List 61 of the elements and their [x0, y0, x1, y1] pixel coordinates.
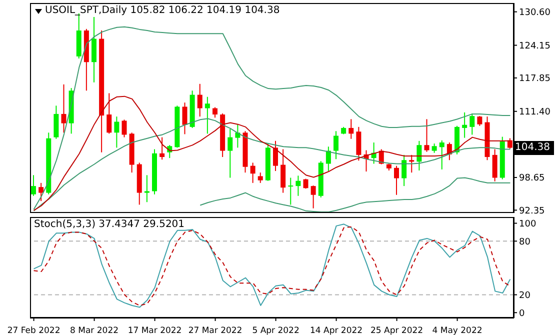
candlestick	[477, 116, 482, 126]
candlestick	[462, 112, 468, 138]
y-tick-label: 92.35	[519, 206, 545, 216]
y-tick-label: 130.60	[519, 8, 551, 18]
candlestick	[122, 119, 127, 138]
y-tick-label: 0	[519, 308, 525, 319]
annotation: 104.38	[514, 140, 554, 155]
y-tick-label: 111.40	[519, 108, 551, 118]
candlestick	[160, 136, 165, 160]
candlestick	[402, 154, 407, 187]
candlestick	[38, 182, 44, 202]
y-tick-label: 80	[519, 237, 531, 248]
candlestick	[394, 165, 399, 196]
candlestick	[416, 140, 422, 171]
candlestick	[303, 178, 308, 190]
y-tick-label: 124.15	[519, 41, 550, 52]
x-tick-label: 14 Apr 2022	[310, 326, 363, 335]
candlestick	[273, 140, 278, 172]
candlestick	[61, 84, 66, 134]
candlestick	[235, 124, 240, 148]
x-tick-label: 4 May 2022	[432, 326, 482, 335]
candlestick	[409, 154, 414, 174]
y-tick-label: 98.65	[519, 174, 545, 184]
x-tick-label: 27 Feb 2022	[7, 326, 60, 335]
candlestick	[114, 116, 120, 148]
candlestick	[197, 83, 202, 118]
candlestick	[212, 106, 218, 118]
candlestick	[334, 130, 338, 160]
candlestick	[296, 175, 301, 196]
candlestick	[280, 148, 286, 194]
candlestick	[144, 174, 150, 203]
candlestick	[356, 126, 362, 162]
y-tick-label: 20	[519, 290, 531, 301]
candlestick	[432, 143, 437, 154]
candlestick	[439, 140, 444, 170]
x-tick-label: 5 Apr 2022	[252, 326, 300, 335]
candlestick	[182, 102, 188, 135]
candlestick	[507, 138, 512, 150]
x-tick-label: 25 Apr 2022	[370, 326, 424, 335]
candlestick	[288, 177, 294, 206]
y-tick-label: 100	[519, 219, 536, 230]
x-tick-label: 17 Mar 2022	[128, 326, 182, 335]
candlestick	[348, 118, 354, 140]
candlestick	[310, 185, 316, 209]
candlestick	[54, 105, 59, 140]
candlestick	[31, 174, 36, 196]
candlestick	[204, 96, 210, 134]
y-tick-label: 117.85	[519, 74, 550, 84]
line-series	[200, 177, 511, 212]
candlestick	[424, 118, 430, 152]
candlestick	[492, 148, 498, 182]
candlestick	[470, 112, 475, 136]
x-tick-label: 8 Mar 2022	[70, 326, 119, 335]
chart-title: USOIL_SPT,Daily 105.82 106.22 104.19 104.38	[45, 5, 280, 16]
candlestick	[228, 128, 233, 178]
candlestick	[92, 16, 96, 83]
candlestick	[106, 92, 112, 134]
candlestick	[258, 172, 263, 184]
candlestick	[250, 162, 256, 184]
chart-title: Stoch(5,3,3) 37.4347 29.5201	[34, 219, 185, 230]
x-tick-label: 27 Mar 2022	[188, 326, 242, 335]
